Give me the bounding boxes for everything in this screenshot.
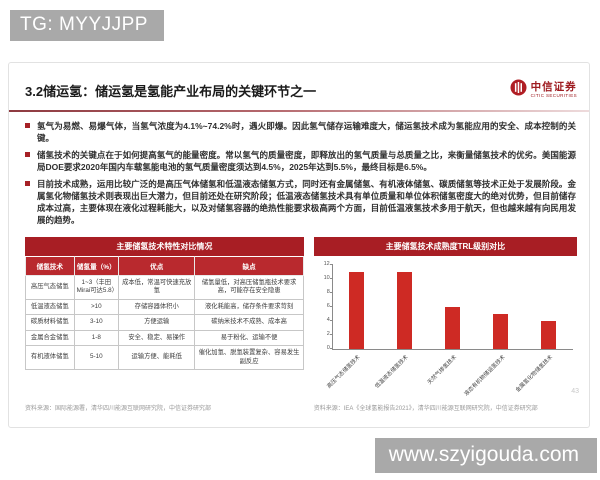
bullet-text: 目前技术成熟，运用比较广泛的是高压气体储氢和低温液态储氢方式，同时还有金属储氢、…: [37, 179, 576, 226]
page-title: 3.2储运氢：储运氢是氢能产业布局的关键环节之一: [25, 83, 317, 99]
citic-logo-text: 中信证券 CITIC SECURITIES: [531, 82, 577, 98]
y-axis-tick-mark: [329, 277, 333, 279]
table-cell: 3-10: [73, 314, 120, 331]
trl-bar-chart: 0 2 4 6 8 10 12 高压气态储氢技术 低温液态储氢技术 天然气掺氢技术 液态有机物储运…: [314, 261, 577, 398]
bar: [397, 271, 413, 349]
bar-slot: [525, 265, 573, 349]
bullet-text: 氢气为易燃、易爆气体，当氢气浓度为4.1%~74.2%时，遇火即爆。因此氢气储存…: [37, 121, 576, 144]
bullet-text: 储氢技术的关键点在于如何提高氢气的能量密度。常以氢气的质量密度，即释放出的氢气质…: [37, 150, 576, 173]
slide-header: 3.2储运氢：储运氢是氢能产业布局的关键环节之一 中信证券 CITIC SECU…: [9, 63, 589, 110]
x-axis-category-label: 金属氢化物储氢技术: [515, 353, 555, 394]
chart-bars: [333, 265, 573, 349]
bullet-item: 氢气为易燃、易爆气体，当氢气浓度为4.1%~74.2%时，遇火即爆。因此氢气储存…: [25, 120, 576, 144]
x-axis-category-label: 高压气态储氢技术: [326, 353, 362, 390]
table-cell: 金属合金储氢: [25, 329, 75, 346]
y-axis-tick-label: 0: [326, 344, 330, 351]
bar: [349, 271, 365, 349]
table-column-header: 储氢量（%）: [73, 255, 120, 276]
content-panels: 主要储氢技术特性对比情况 储氢技术 储氢量（%） 优点 缺点 高压气态储氢 1~3（丰田…: [9, 232, 589, 398]
table-panel: 主要储氢技术特性对比情况 储氢技术 储氢量（%） 优点 缺点 高压气态储氢 1~3（丰田…: [25, 236, 304, 398]
y-axis-tick-label: 12: [323, 260, 330, 267]
bullet-marker-icon: [25, 152, 30, 158]
y-axis-tick-label: 10: [323, 274, 330, 281]
x-axis-category-label: 液态有机物储运氢技术: [463, 353, 507, 398]
x-axis-category-label: 天然气掺氢技术: [426, 353, 459, 386]
y-axis-tick-label: 2: [326, 330, 330, 337]
citic-logo-icon: [510, 79, 527, 101]
table-cell: 储氢量低，对高压储氢瓶技术要求高，可能存在安全隐患: [194, 274, 304, 300]
table-source: 资料来源：国际能源署，清华四川能源互联网研究院，中信证券研究部: [25, 405, 212, 412]
bar-slot: [477, 265, 525, 349]
table-row: 金属合金储氢 1-8 安全、稳定、易操作 易于粉化、运输不便: [25, 329, 304, 346]
chart-x-labels: 高压气态储氢技术 低温液态储氢技术 天然气掺氢技术 液态有机物储运氢技术 金属氢化物储氢…: [326, 350, 573, 398]
table-cell: 碳纳米技术不成熟、成本高: [194, 314, 304, 331]
table-cell: 1-8: [73, 329, 120, 346]
table-cell: 易于粉化、运输不便: [194, 329, 304, 346]
y-axis-tick-mark: [329, 291, 333, 293]
bullet-list: 氢气为易燃、易爆气体，当氢气浓度为4.1%~74.2%时，遇火即爆。因此氢气储存…: [9, 120, 589, 227]
storage-comparison-table: 储氢技术 储氢量（%） 优点 缺点 高压气态储氢 1~3（丰田Mirai可达5.8） 成本…: [25, 255, 304, 370]
table-row: 低温液态储氢 >10 存储容器体积小 液化耗能高，储存条件要求苛刻: [25, 298, 304, 315]
y-axis-tick-label: 6: [326, 302, 330, 309]
table-cell: 5-10: [73, 345, 120, 370]
table-cell: 1~3（丰田Mirai可达5.8）: [73, 274, 120, 300]
table-cell: 碳质材料储氢: [25, 314, 75, 331]
table-row: 碳质材料储氢 3-10 方便运输 碳纳米技术不成熟、成本高: [25, 314, 304, 331]
bar-slot: [429, 265, 477, 349]
chart-source: 资料来源：IEA《全球氢能报告2021》，清华四川能源互联网研究院，中信证券研究…: [313, 405, 538, 412]
source-row: 资料来源：国际能源署，清华四川能源互联网研究院，中信证券研究部 资料来源：IEA…: [9, 398, 589, 412]
logo-name-en: CITIC SECURITIES: [530, 92, 577, 98]
table-row: 高压气态储氢 1~3（丰田Mirai可达5.8） 成本低，常温可快速充放氢 储氢量低，…: [25, 274, 304, 300]
bar: [445, 306, 461, 349]
y-axis-tick-mark: [329, 263, 333, 265]
table-cell: 存储容器体积小: [118, 298, 196, 315]
table-cell: 有机液体储氢: [25, 345, 75, 370]
y-axis-tick-label: 8: [326, 288, 330, 295]
table-cell: 低温液态储氢: [25, 298, 75, 315]
bar: [493, 313, 509, 349]
y-axis-tick-mark: [329, 305, 333, 307]
y-axis-tick-label: 4: [326, 316, 330, 323]
table-header: 储氢技术 储氢量（%） 优点 缺点: [25, 255, 304, 276]
table-cell: 液化耗能高，储存条件要求苛刻: [194, 298, 304, 315]
table-cell: 安全、稳定、易操作: [118, 329, 196, 346]
tg-badge: TG: MYYJJPP: [10, 10, 164, 41]
bullet-item: 储氢技术的关键点在于如何提高氢气的能量密度。常以氢气的质量密度，即释放出的氢气质…: [25, 149, 576, 173]
table-cell: 成本低，常温可快速充放氢: [118, 274, 196, 300]
table-column-header: 缺点: [194, 255, 304, 276]
table-cell: 高压气态储氢: [25, 274, 75, 300]
table-column-header: 储氢技术: [25, 255, 75, 276]
logo-name-cn: 中信证券: [530, 81, 577, 93]
bullet-item: 目前技术成熟，运用比较广泛的是高压气体储氢和低温液态储氢方式，同时还有金属储氢、…: [25, 178, 576, 226]
chart-plot-area: 0 2 4 6 8 10 12: [324, 261, 573, 350]
table-cell: 方便运输: [118, 314, 196, 331]
bullet-marker-icon: [25, 123, 30, 128]
x-axis-category-label: 低温液态储氢技术: [374, 353, 410, 390]
chart-panel: 主要储氢技术成熟度TRL级别对比 0 2 4 6 8 10 12 高压气态储氢技术 低温液态储…: [313, 236, 577, 398]
header-divider: [9, 110, 589, 112]
y-axis-tick-mark: [329, 333, 333, 335]
bar-slot: [333, 265, 381, 349]
citic-logo: 中信证券 CITIC SECURITIES: [510, 79, 577, 101]
bar: [541, 320, 557, 349]
page-number: 43: [571, 388, 579, 395]
table-cell: 催化加氢、脱氢装置复杂、容易发生副反应: [194, 345, 304, 370]
table-cell: >10: [73, 298, 120, 315]
table-body: 高压气态储氢 1~3（丰田Mirai可达5.8） 成本低，常温可快速充放氢 储氢量低，…: [25, 274, 304, 370]
table-column-header: 优点: [118, 255, 196, 276]
table-row: 有机液体储氢 5-10 运输方便、能耗低 催化加氢、脱氢装置复杂、容易发生副反应: [25, 345, 304, 370]
y-axis-tick-mark: [329, 319, 333, 321]
slide: 3.2储运氢：储运氢是氢能产业布局的关键环节之一 中信证券 CITIC SECU…: [8, 62, 590, 428]
table-title: 主要储氢技术特性对比情况: [25, 236, 304, 256]
chart-title: 主要储氢技术成熟度TRL级别对比: [313, 236, 577, 256]
bar-slot: [381, 265, 429, 349]
table-cell: 运输方便、能耗低: [118, 345, 196, 370]
bullet-marker-icon: [25, 181, 30, 187]
watermark-badge: www.szyigouda.com: [374, 438, 597, 473]
y-axis-tick-mark: [329, 347, 333, 349]
